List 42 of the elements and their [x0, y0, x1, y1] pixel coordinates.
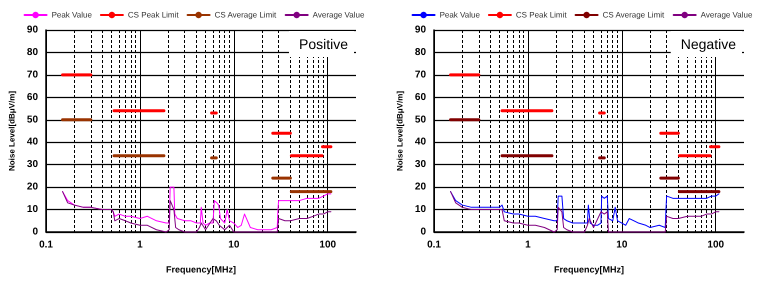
y-tick-label: 70	[414, 69, 426, 80]
y-tick-label: 10	[414, 204, 426, 216]
y-tick-label: 40	[26, 136, 38, 148]
y-axis-title: Noise Level[dBμV/m]	[396, 90, 404, 172]
x-tick-label: 0.1	[39, 240, 54, 250]
y-tick-label: 70	[26, 69, 38, 80]
legend-label: CS Peak Limit	[516, 10, 568, 20]
legend-label: Peak Value	[440, 10, 480, 20]
y-tick-label: 50	[26, 114, 38, 126]
legend-label: CS Peak Limit	[128, 10, 180, 20]
y-tick-label: 20	[26, 182, 38, 193]
legend-label: CS Average Limit	[602, 10, 666, 20]
legend-label: Average Value	[700, 10, 753, 20]
annotation: Positive	[298, 36, 348, 52]
x-tick-label: 1	[137, 240, 144, 250]
x-axis-title: Frequency[MHz]	[166, 264, 236, 274]
x-tick-label: 0.1	[427, 240, 442, 250]
y-axis-title: Noise Level[dBμV/m]	[8, 90, 16, 172]
legend-label: Peak Value	[52, 10, 92, 20]
y-tick-label: 0	[420, 226, 426, 238]
annotation: Negative	[680, 36, 736, 52]
y-tick-label: 80	[414, 46, 426, 58]
y-tick-label: 10	[26, 204, 38, 216]
y-tick-label: 80	[26, 46, 38, 58]
x-axis-title: Frequency[MHz]	[554, 264, 624, 274]
x-tick-label: 100	[319, 240, 337, 250]
y-tick-label: 30	[414, 159, 426, 170]
x-tick-label: 100	[707, 240, 725, 250]
legend-label: Average Value	[312, 10, 365, 20]
y-tick-label: 0	[32, 226, 38, 238]
x-tick-label: 10	[228, 240, 240, 250]
y-tick-label: 30	[26, 159, 38, 170]
y-tick-label: 50	[414, 114, 426, 126]
x-tick-label: 10	[616, 240, 628, 250]
x-tick-label: 1	[525, 240, 532, 250]
y-tick-label: 20	[414, 182, 426, 193]
y-tick-label: 60	[26, 92, 38, 103]
y-tick-label: 60	[414, 92, 426, 103]
legend-label: CS Average Limit	[214, 10, 278, 20]
y-tick-label: 90	[26, 24, 38, 36]
y-tick-label: 90	[414, 24, 426, 36]
y-tick-label: 40	[414, 136, 426, 148]
